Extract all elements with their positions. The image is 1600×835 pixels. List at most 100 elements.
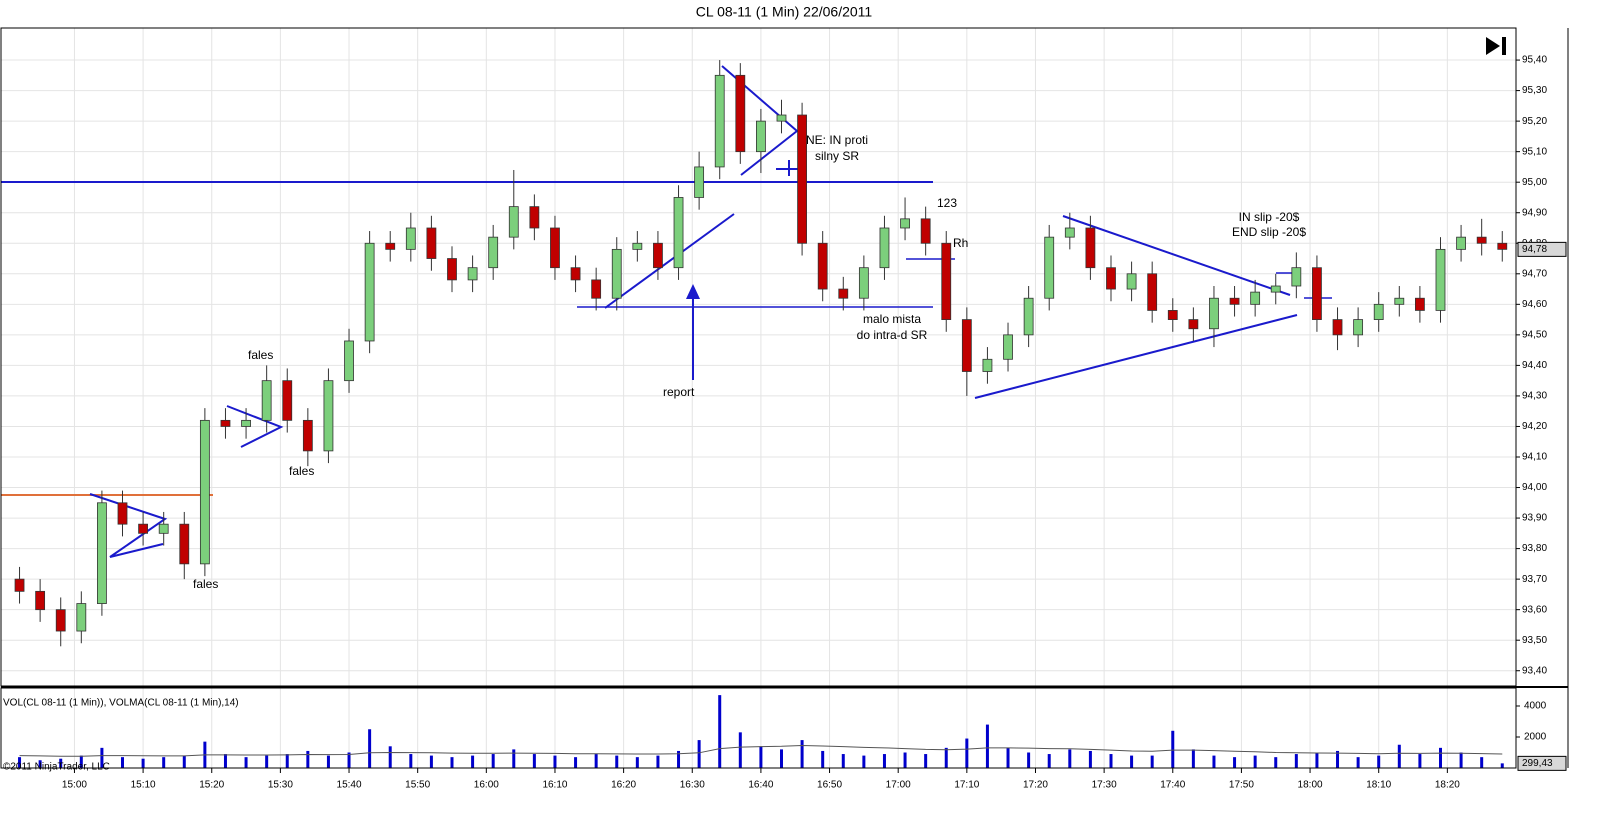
candle-body: [76, 603, 87, 632]
candle-body: [961, 319, 972, 372]
candle-body: [488, 236, 499, 269]
y-tick-label: 94,00: [1522, 482, 1547, 493]
candle-body: [817, 242, 828, 290]
x-tick-label: 17:40: [1160, 780, 1185, 791]
y-tick-label: 94,10: [1522, 452, 1547, 463]
annotation: fales: [248, 348, 273, 362]
candle-body: [1476, 236, 1487, 244]
candle-body: [1064, 227, 1075, 238]
y-tick-label: 93,80: [1522, 543, 1547, 554]
annotation: do intra-d SR: [857, 328, 928, 342]
candle-body: [735, 74, 746, 153]
volume-ma-line: [19, 745, 1503, 757]
candle-body: [1373, 303, 1384, 320]
candle-body: [1044, 236, 1055, 299]
x-tick-label: 18:10: [1366, 780, 1391, 791]
trend-line: [1062, 215, 1291, 296]
annotation: NE: IN proti: [806, 133, 868, 147]
y2-tick-label: 4000: [1524, 701, 1547, 712]
chart-title: CL 08-11 (1 Min) 22/06/2011: [696, 4, 873, 20]
x-tick-label: 16:20: [611, 780, 636, 791]
candle-body: [1085, 227, 1096, 269]
candle-body: [591, 279, 602, 299]
x-tick-label: 15:20: [199, 780, 224, 791]
last-price-box: [1517, 241, 1567, 257]
candle-body: [1126, 273, 1137, 290]
x-tick-label: 17:20: [1023, 780, 1048, 791]
candle-body: [508, 206, 519, 238]
candle-body: [653, 242, 663, 269]
x-tick-label: 15:00: [62, 780, 87, 791]
candle-body: [467, 267, 478, 281]
y-tick-label: 93,40: [1522, 665, 1547, 676]
candle-body: [1435, 248, 1446, 311]
y-tick-label: 93,60: [1522, 604, 1547, 615]
candle-body: [220, 419, 231, 427]
candle-body: [282, 380, 293, 421]
y-tick-label: 95,20: [1522, 116, 1547, 127]
candle-body: [14, 578, 25, 592]
candle-body: [941, 242, 952, 320]
candle-body: [1456, 236, 1466, 250]
y-tick-label: 94,50: [1522, 330, 1547, 341]
candle-body: [55, 609, 66, 632]
y-tick-label: 94,30: [1522, 391, 1547, 402]
volume-label: VOL(CL 08-11 (1 Min)), VOLMA(CL 08-11 (1…: [3, 698, 239, 709]
candle-body: [426, 227, 437, 259]
candle-body: [302, 419, 313, 452]
y-tick-label: 94,60: [1522, 299, 1547, 310]
y-tick-label: 95,40: [1522, 55, 1547, 66]
annotation: Rh: [953, 236, 968, 250]
candle-body: [1353, 319, 1364, 336]
x-tick-label: 16:40: [748, 780, 773, 791]
candle-body: [1167, 310, 1178, 320]
x-tick-label: 18:00: [1298, 780, 1323, 791]
candle-body: [158, 523, 169, 534]
candle-body: [241, 419, 251, 427]
y-tick-label: 94,70: [1522, 268, 1547, 279]
candle-body: [199, 419, 210, 565]
candle-body: [261, 380, 272, 421]
candle-body: [982, 358, 993, 372]
volume-panel: [18, 688, 1504, 768]
triangle: [89, 493, 168, 558]
y2-tick-label: 2000: [1524, 732, 1547, 743]
candle-body: [1209, 297, 1219, 330]
y-tick-label: 95,00: [1522, 177, 1547, 188]
candle-body: [611, 248, 622, 299]
candle-body: [1147, 273, 1158, 311]
y-tick-label: 95,10: [1522, 146, 1547, 157]
annotation: IN slip -20$: [1239, 210, 1300, 224]
play-bar[interactable]: [1502, 37, 1506, 55]
x-tick-label: 16:30: [680, 780, 705, 791]
candle-body: [117, 502, 128, 525]
candle-body: [776, 114, 787, 122]
candle-body: [1394, 297, 1405, 305]
triangle: [226, 405, 284, 448]
candle-body: [323, 380, 334, 452]
x-tick-label: 16:00: [474, 780, 499, 791]
candle-body: [920, 218, 931, 244]
y-tick-label: 95,30: [1522, 85, 1547, 96]
y-tick-label: 93,90: [1522, 513, 1547, 524]
candle-body: [1332, 319, 1343, 336]
scroll-end-button[interactable]: [1486, 37, 1506, 55]
trend-line: [604, 213, 735, 309]
play-icon[interactable]: [1486, 37, 1500, 55]
annotation: fales: [193, 577, 218, 591]
candle-body: [879, 227, 890, 269]
candle-body: [35, 590, 46, 611]
candle-body: [797, 114, 807, 244]
x-tick-label: 15:50: [405, 780, 430, 791]
candle-body: [900, 218, 910, 229]
y-tick-label: 94,90: [1522, 207, 1547, 218]
last-volume-box: [1517, 755, 1567, 771]
candle-body: [1270, 285, 1281, 293]
y-tick-label: 93,50: [1522, 635, 1547, 646]
x-tick-label: 17:00: [886, 780, 911, 791]
candle-body: [550, 227, 560, 269]
candle-body: [1291, 267, 1302, 287]
candle-body: [1188, 319, 1199, 330]
arrow-head: [686, 284, 700, 299]
